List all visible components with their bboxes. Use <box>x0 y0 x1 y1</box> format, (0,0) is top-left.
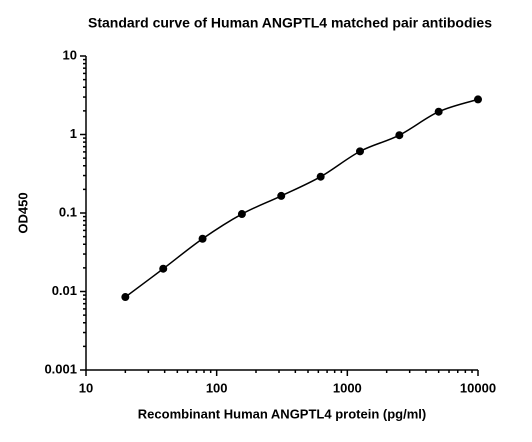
x-tick-label: 10000 <box>460 380 496 395</box>
y-tick-label: 10 <box>63 47 77 62</box>
data-point <box>355 147 364 156</box>
x-tick-label: 100 <box>206 380 228 395</box>
data-point <box>395 131 404 140</box>
data-point <box>159 264 168 273</box>
data-point <box>316 172 325 181</box>
y-tick-label: 0.01 <box>52 283 77 298</box>
data-point <box>474 95 482 104</box>
data-point <box>277 191 286 200</box>
data-point <box>198 234 207 243</box>
x-tick-label: 1000 <box>333 380 362 395</box>
chart-title: Standard curve of Human ANGPTL4 matched … <box>88 15 492 31</box>
y-tick-label: 0.001 <box>44 361 77 376</box>
data-point <box>237 210 246 219</box>
y-axis-label: OD450 <box>15 192 30 233</box>
fit-curve <box>124 98 479 298</box>
data-point <box>434 107 443 116</box>
data-point <box>121 293 130 302</box>
x-axis-label: Recombinant Human ANGPTL4 protein (pg/ml… <box>138 406 426 421</box>
y-tick-label: 0.1 <box>59 204 77 219</box>
x-tick-label: 10 <box>79 380 93 395</box>
y-tick-label: 1 <box>70 126 77 141</box>
